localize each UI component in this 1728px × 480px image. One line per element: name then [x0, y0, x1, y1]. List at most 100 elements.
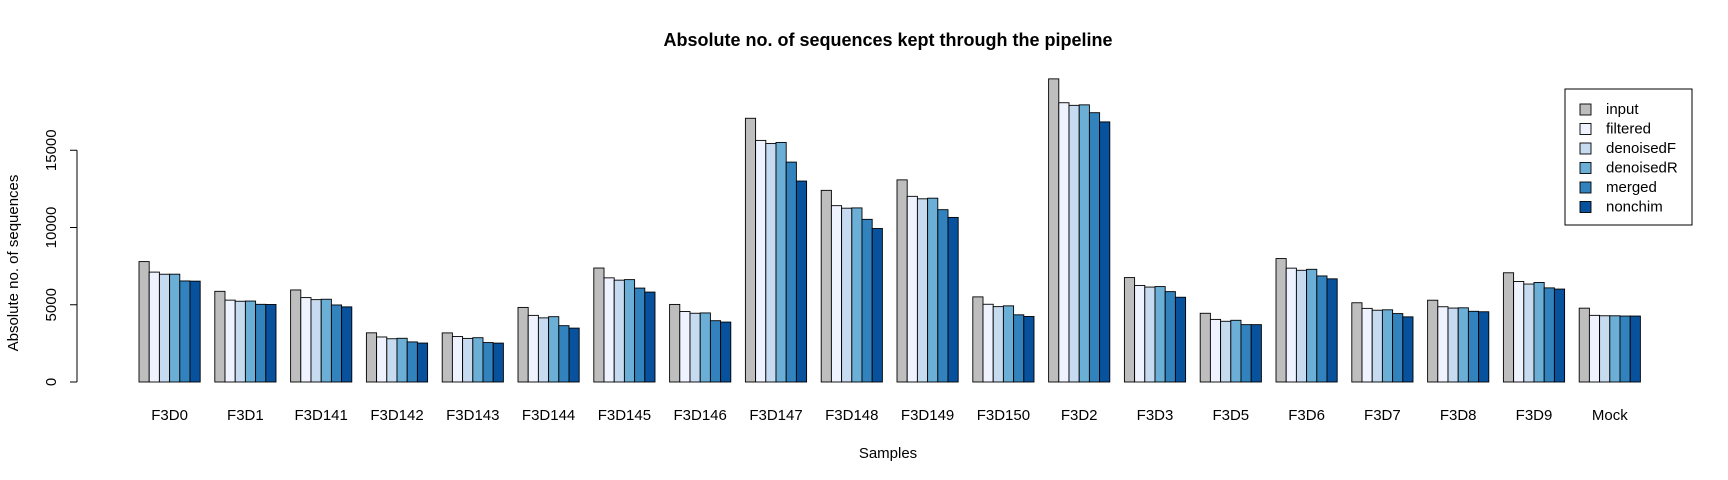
x-tick-label: F3D146	[674, 407, 727, 424]
legend-label-denoisedF: denoisedF	[1606, 140, 1676, 157]
legend-swatch-input	[1579, 103, 1592, 116]
bar-F3D145-nonchim	[644, 291, 656, 383]
bar-F3D8-denoisedR	[1457, 307, 1469, 383]
bar-F3D149-filtered	[906, 195, 918, 383]
bar-F3D2-nonchim	[1099, 121, 1111, 383]
bar-F3D8-merged	[1467, 310, 1480, 383]
bar-F3D149-merged	[937, 209, 949, 383]
bar-F3D6-merged	[1316, 275, 1328, 383]
bar-F3D5-denoisedR	[1230, 319, 1242, 383]
bar-F3D9-input	[1502, 272, 1515, 383]
bar-F3D0-nonchim	[189, 280, 201, 383]
bar-F3D147-nonchim	[795, 180, 808, 383]
bar-F3D5-denoisedF	[1220, 320, 1232, 383]
y-tick-label: 5000	[43, 288, 60, 321]
bar-F3D147-merged	[785, 161, 797, 383]
bar-F3D150-merged	[1013, 314, 1025, 383]
bar-F3D0-merged	[179, 280, 191, 383]
bar-F3D2-input	[1048, 78, 1060, 383]
bar-F3D147-filtered	[755, 139, 767, 383]
bar-F3D148-merged	[861, 218, 873, 383]
y-tick-label: 10000	[43, 207, 60, 249]
bar-F3D5-filtered	[1209, 318, 1222, 383]
bar-F3D1-filtered	[224, 299, 236, 383]
bar-F3D5-nonchim	[1250, 324, 1262, 383]
x-tick-label: F3D148	[825, 407, 878, 424]
bar-F3D3-merged	[1164, 291, 1176, 383]
bar-F3D3-filtered	[1134, 284, 1146, 383]
bar-F3D8-input	[1427, 299, 1439, 383]
bar-F3D8-denoisedF	[1447, 307, 1459, 383]
bar-F3D144-filtered	[527, 314, 539, 383]
bar-F3D143-nonchim	[492, 342, 504, 383]
bar-F3D6-input	[1275, 258, 1287, 383]
bar-F3D7-merged	[1392, 313, 1404, 383]
bar-F3D150-filtered	[982, 303, 994, 383]
legend: input filtered denoisedF denoisedR merged non…	[1564, 88, 1693, 226]
legend-swatch-filtered	[1579, 123, 1592, 135]
legend-swatch-nonchim	[1579, 201, 1592, 213]
bar-F3D141-filtered	[300, 297, 312, 383]
bar-F3D145-merged	[634, 287, 646, 383]
x-tick-label: F3D147	[749, 407, 802, 424]
bar-F3D6-nonchim	[1326, 278, 1338, 383]
bars	[138, 78, 1641, 383]
y-tick-label: 0	[43, 378, 60, 386]
bar-F3D7-input	[1351, 302, 1363, 383]
bar-F3D142-merged	[406, 341, 418, 383]
x-tick-label: F3D143	[446, 407, 499, 424]
bar-F3D6-denoisedR	[1306, 268, 1318, 383]
bar-F3D149-denoisedR	[927, 197, 939, 383]
bar-F3D0-filtered	[148, 271, 160, 383]
bar-F3D3-input	[1123, 277, 1136, 383]
bar-F3D143-input	[441, 332, 453, 383]
bar-F3D142-filtered	[376, 336, 388, 383]
x-tick-label: F3D5	[1212, 407, 1249, 424]
bar-F3D9-denoisedR	[1533, 282, 1545, 383]
bar-F3D1-denoisedR	[244, 300, 257, 383]
bar-F3D146-denoisedF	[689, 312, 701, 383]
bar-Mock-merged	[1619, 315, 1631, 383]
bar-F3D1-merged	[255, 303, 267, 383]
x-tick-label: Mock	[1592, 407, 1628, 424]
bar-F3D142-denoisedR	[396, 337, 408, 383]
bar-F3D148-nonchim	[871, 228, 883, 383]
x-tick-label: F3D141	[295, 407, 348, 424]
bar-F3D148-filtered	[830, 205, 843, 383]
bar-F3D7-nonchim	[1402, 316, 1414, 383]
bar-F3D1-nonchim	[265, 304, 277, 383]
bar-F3D9-merged	[1543, 287, 1555, 383]
x-tick-label: F3D2	[1061, 407, 1098, 424]
bar-F3D8-nonchim	[1478, 311, 1490, 383]
legend-swatch-merged	[1579, 181, 1592, 194]
bar-F3D2-merged	[1088, 112, 1101, 383]
bar-F3D144-merged	[558, 325, 570, 383]
bar-F3D148-input	[820, 189, 832, 383]
bar-Mock-denoisedR	[1609, 315, 1621, 383]
bar-F3D0-denoisedR	[169, 273, 181, 383]
bar-F3D142-input	[365, 332, 378, 383]
bar-Mock-nonchim	[1629, 315, 1641, 383]
bar-F3D3-denoisedF	[1144, 286, 1156, 383]
bar-F3D0-denoisedF	[158, 273, 171, 383]
y-axis-label: Absolute no. of sequences	[5, 175, 22, 352]
bar-F3D146-denoisedR	[699, 312, 711, 383]
chart-title: Absolute no. of sequences kept through t…	[663, 30, 1112, 50]
bar-F3D2-filtered	[1058, 102, 1070, 383]
bar-F3D144-denoisedR	[548, 316, 560, 383]
bar-F3D144-denoisedF	[537, 317, 550, 383]
bar-F3D148-denoisedF	[841, 207, 853, 383]
bar-Mock-denoisedF	[1599, 315, 1611, 383]
bar-F3D1-denoisedF	[234, 300, 246, 383]
x-tick-label: F3D8	[1440, 407, 1477, 424]
bar-F3D143-denoisedR	[472, 337, 484, 383]
bar-F3D150-denoisedF	[992, 306, 1004, 383]
bar-F3D9-filtered	[1513, 281, 1525, 383]
legend-label-nonchim: nonchim	[1606, 199, 1663, 216]
bar-F3D2-denoisedF	[1068, 104, 1080, 383]
legend-label-input: input	[1606, 101, 1639, 118]
bar-F3D144-nonchim	[568, 327, 580, 383]
x-tick-label: F3D3	[1137, 407, 1174, 424]
bar-F3D143-denoisedF	[462, 337, 474, 383]
